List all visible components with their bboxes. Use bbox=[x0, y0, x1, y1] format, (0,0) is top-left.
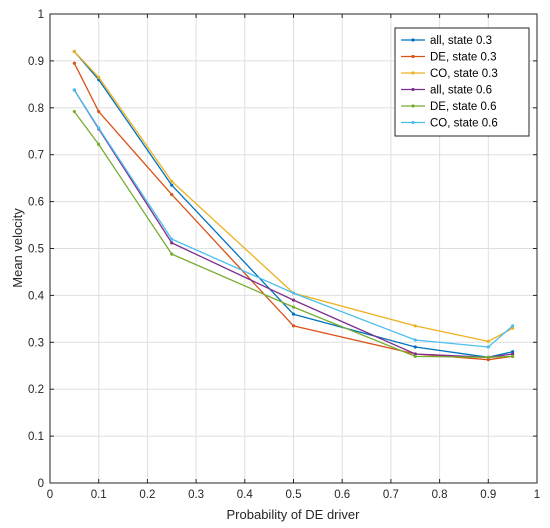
x-tick-label: 0.9 bbox=[480, 489, 496, 501]
legend-label: DE, state 0.3 bbox=[430, 52, 496, 64]
data-point bbox=[97, 75, 101, 79]
y-tick-label: 0.3 bbox=[28, 337, 44, 349]
data-point bbox=[97, 142, 101, 146]
y-axis-label: Mean velocity bbox=[10, 208, 25, 288]
axis-ticks: 0 0.1 0.2 0.3 0.4 0.5 0.6 0.7 0.8 0.9 1 0 0.1 0.2 0.3 0… bbox=[28, 9, 540, 501]
y-tick-label: 0.1 bbox=[28, 431, 44, 443]
data-point bbox=[170, 241, 174, 245]
legend-marker bbox=[411, 87, 415, 92]
legend-marker bbox=[411, 38, 415, 42]
x-tick-label: 0.6 bbox=[334, 489, 350, 501]
x-tick-label: 0.8 bbox=[432, 489, 448, 501]
data-point bbox=[72, 88, 76, 92]
data-point bbox=[97, 126, 101, 130]
data-point bbox=[170, 252, 174, 256]
legend-marker bbox=[411, 71, 415, 75]
data-point bbox=[486, 345, 490, 349]
data-point bbox=[291, 298, 296, 302]
x-tick-label: 0.2 bbox=[139, 489, 155, 501]
x-axis-label: Probability of DE driver bbox=[227, 507, 361, 522]
data-point bbox=[291, 324, 296, 328]
y-tick-label: 0.5 bbox=[28, 244, 44, 256]
y-tick-label: 0.8 bbox=[28, 103, 44, 115]
legend-marker bbox=[411, 120, 415, 125]
data-point bbox=[72, 49, 76, 54]
x-tick-label: 0.3 bbox=[188, 489, 204, 501]
legend-marker bbox=[411, 104, 415, 108]
data-point bbox=[170, 237, 174, 241]
legend-label: all, state 0.3 bbox=[430, 35, 492, 47]
legend-label: all, state 0.6 bbox=[430, 85, 492, 97]
data-point bbox=[511, 352, 515, 356]
x-tick-label: 0.7 bbox=[383, 489, 399, 501]
data-point bbox=[511, 324, 515, 328]
data-point bbox=[97, 109, 101, 114]
legend-label: DE, state 0.6 bbox=[430, 101, 496, 113]
x-tick-label: 1 bbox=[534, 489, 540, 501]
data-point bbox=[511, 350, 515, 354]
data-point bbox=[291, 305, 296, 309]
x-tick-label: 0.5 bbox=[286, 489, 302, 501]
y-tick-label: 0.4 bbox=[28, 290, 45, 302]
data-point bbox=[413, 324, 417, 328]
data-point bbox=[72, 61, 76, 65]
series-lines bbox=[72, 49, 515, 362]
data-point bbox=[170, 192, 174, 197]
y-tick-label: 0.7 bbox=[28, 150, 44, 162]
data-point bbox=[413, 338, 417, 342]
y-tick-label: 0.2 bbox=[28, 384, 44, 396]
legend-label: CO, state 0.6 bbox=[430, 118, 498, 130]
data-point bbox=[291, 291, 296, 295]
data-point bbox=[413, 352, 417, 356]
data-point bbox=[511, 354, 515, 358]
x-tick-label: 0.1 bbox=[91, 489, 107, 501]
y-tick-label: 1 bbox=[38, 9, 44, 21]
data-point bbox=[486, 339, 490, 343]
data-point bbox=[486, 358, 490, 362]
x-tick-label: 0 bbox=[47, 489, 53, 501]
x-tick-label: 0.4 bbox=[237, 489, 254, 501]
legend: all, state 0.3 DE, state 0.3 CO, state 0.3… bbox=[394, 27, 530, 137]
y-tick-label: 0.9 bbox=[28, 56, 44, 68]
legend-label: CO, state 0.3 bbox=[430, 68, 498, 80]
data-point bbox=[486, 355, 490, 359]
data-point bbox=[170, 183, 174, 187]
data-point bbox=[413, 354, 417, 358]
legend-box bbox=[394, 27, 530, 137]
y-tick-label: 0 bbox=[38, 478, 44, 490]
data-point bbox=[291, 312, 296, 316]
data-point bbox=[413, 345, 417, 349]
data-point bbox=[72, 109, 76, 114]
data-point bbox=[511, 326, 515, 330]
legend-marker bbox=[411, 54, 415, 59]
y-tick-label: 0.6 bbox=[28, 197, 44, 209]
data-point bbox=[170, 179, 174, 184]
